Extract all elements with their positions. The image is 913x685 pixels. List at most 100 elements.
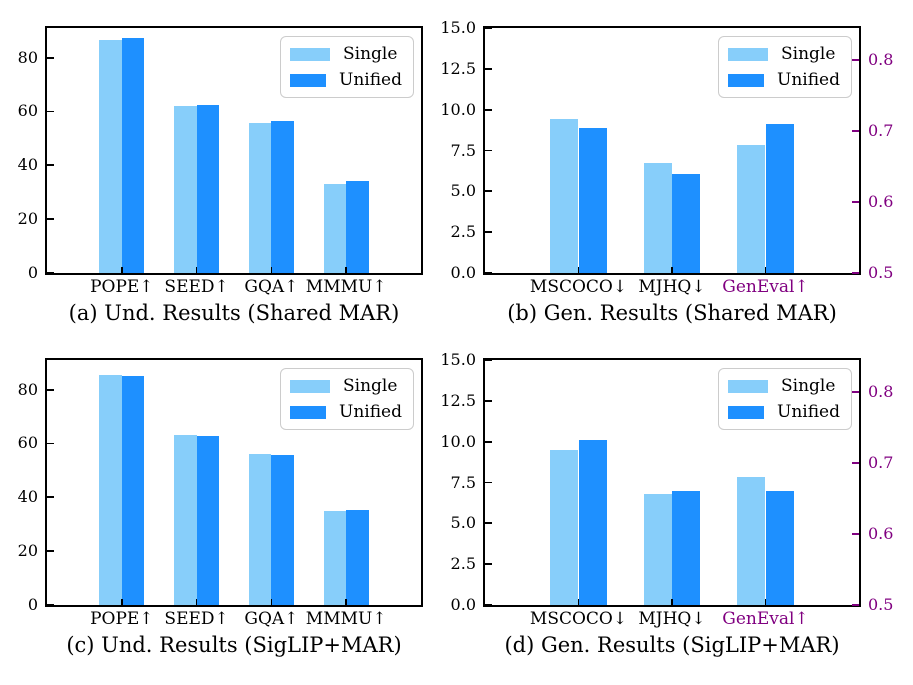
legend-label-unified: Unified <box>339 70 402 90</box>
x-category-label-a: GQA↑ <box>244 277 299 297</box>
right-y-tick-d <box>852 604 859 606</box>
bar-unified-a <box>121 38 145 273</box>
y-tick-c <box>47 550 54 553</box>
bar-single-a <box>323 184 347 273</box>
bar-unified-b <box>672 174 701 273</box>
legend-swatch-unified <box>290 73 326 87</box>
bar-unified-b <box>765 123 794 273</box>
legend-swatch-single <box>728 379 768 393</box>
bar-unified-b <box>578 128 607 273</box>
legend-label-unified: Unified <box>777 70 840 90</box>
bar-single-b <box>737 145 766 273</box>
y-tick-label-d: 0.0 <box>450 595 476 614</box>
caption-panel-d: (d) Gen. Results (SigLIP+MAR) <box>504 633 840 657</box>
y-tick-c <box>47 388 54 391</box>
x-tick-c <box>345 599 348 605</box>
x-tick-b <box>764 267 767 273</box>
bar-unified-a <box>271 121 294 273</box>
bar-unified-d <box>578 440 607 605</box>
x-category-label-d: MJHQ↓ <box>638 609 706 629</box>
x-tick-a <box>195 267 198 273</box>
legend-row: Unified <box>290 71 402 89</box>
bar-unified-c <box>346 510 369 605</box>
legend-label-unified: Unified <box>777 402 840 422</box>
bar-single-b <box>643 162 672 273</box>
y-tick-label-d: 10.0 <box>440 431 476 451</box>
bar-unified-a <box>196 104 219 273</box>
caption-panel-b: (b) Gen. Results (Shared MAR) <box>507 301 837 325</box>
x-category-label-c: MMMU↑ <box>305 609 387 629</box>
right-y-tick-b <box>852 59 859 61</box>
x-category-label-c: SEED↑ <box>164 609 229 629</box>
legend-label-single: Single <box>781 376 836 396</box>
right-y-tick-d <box>852 391 859 393</box>
y-tick-d <box>485 481 492 484</box>
x-category-label-b: MSCOCO↓ <box>529 277 628 297</box>
bar-single-b <box>550 118 579 273</box>
x-tick-b <box>671 267 673 273</box>
y-tick-label-b: 0.0 <box>450 263 476 282</box>
x-category-label-a: MMMU↑ <box>305 277 387 297</box>
y-tick-b <box>485 149 492 152</box>
legend-label-single: Single <box>781 44 836 64</box>
x-category-label-a: SEED↑ <box>164 277 229 297</box>
bar-single-c <box>99 374 122 605</box>
y-tick-label-c: 0 <box>27 595 38 614</box>
y-tick-label-a: 80 <box>17 47 38 67</box>
bar-single-c <box>323 511 347 605</box>
y-tick-label-d: 7.5 <box>450 472 476 492</box>
y-tick-label-c: 40 <box>17 487 38 507</box>
bar-single-d <box>643 493 672 605</box>
y-tick-a <box>47 272 54 274</box>
bar-unified-a <box>346 181 369 273</box>
y-tick-d <box>485 522 492 525</box>
y-tick-b <box>485 67 492 70</box>
x-category-label-c: GQA↑ <box>244 609 299 629</box>
legend-row: Unified <box>290 403 402 421</box>
bar-unified-c <box>121 376 145 605</box>
right-y-tick-label-d: 0.8 <box>868 381 894 401</box>
y-tick-c <box>47 604 54 606</box>
bar-single-d <box>737 477 766 605</box>
y-tick-label-b: 12.5 <box>440 58 476 78</box>
bar-single-d <box>550 449 579 605</box>
y-tick-label-c: 20 <box>17 541 38 561</box>
y-tick-b <box>485 27 492 29</box>
x-category-label-b: MJHQ↓ <box>638 277 706 297</box>
x-tick-d <box>577 599 580 605</box>
bar-single-a <box>99 39 122 273</box>
x-tick-a <box>270 267 273 273</box>
legend-d: Single Unified <box>718 368 852 430</box>
y-tick-b <box>485 231 492 234</box>
right-y-tick-b <box>852 130 859 132</box>
x-tick-a <box>345 267 348 273</box>
legend-swatch-unified <box>728 405 764 419</box>
y-tick-label-a: 40 <box>17 155 38 175</box>
bar-single-c <box>174 434 197 605</box>
caption-panel-c: (c) Und. Results (SigLIP+MAR) <box>66 633 402 657</box>
y-tick-a <box>47 56 54 59</box>
legend-swatch-single <box>290 379 330 393</box>
legend-swatch-unified <box>728 73 764 87</box>
y-tick-b <box>485 272 492 274</box>
y-tick-a <box>47 164 54 167</box>
right-y-tick-label-b: 0.7 <box>868 120 894 140</box>
right-y-tick-d <box>852 462 859 464</box>
legend-swatch-single <box>728 47 768 61</box>
x-category-label-d: MSCOCO↓ <box>529 609 628 629</box>
legend-row: Single <box>290 377 402 395</box>
bar-single-c <box>249 453 272 605</box>
y-tick-label-d: 15.0 <box>440 350 476 369</box>
y-tick-label-b: 7.5 <box>450 140 476 160</box>
y-tick-label-b: 10.0 <box>440 99 476 119</box>
bar-single-a <box>249 123 272 273</box>
legend-swatch-single <box>290 47 330 61</box>
y-tick-label-d: 5.0 <box>450 513 476 533</box>
x-tick-a <box>120 267 123 273</box>
y-tick-label-a: 0 <box>27 263 38 282</box>
right-y-tick-b <box>852 272 859 274</box>
right-y-tick-d <box>852 533 859 535</box>
x-tick-c <box>270 599 273 605</box>
y-tick-d <box>485 604 492 606</box>
